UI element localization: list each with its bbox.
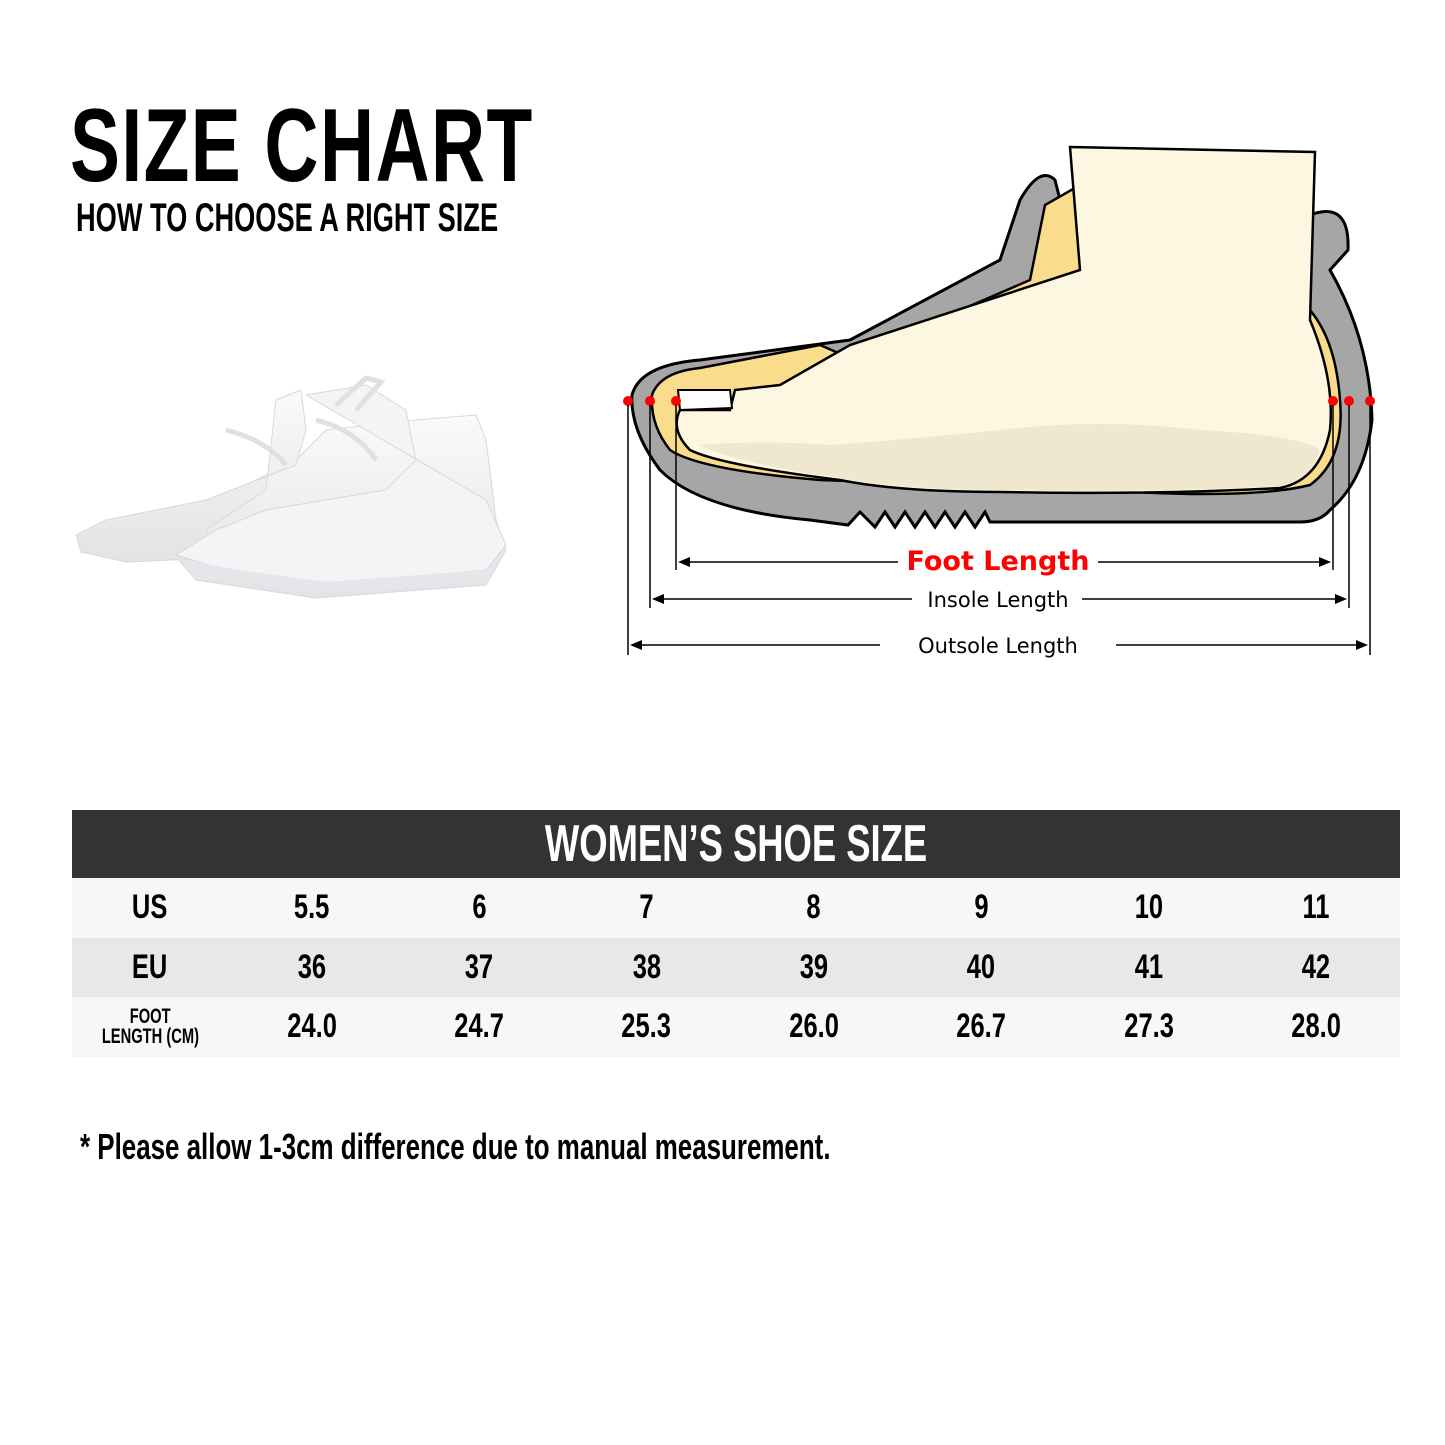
table-cell: 10 bbox=[1134, 888, 1163, 927]
table-row-foot-length: FOOT LENGTH (CM) 24.0 24.7 25.3 26.0 26.… bbox=[72, 997, 1400, 1057]
row-label: EU bbox=[132, 947, 168, 986]
size-table: WOMEN’S SHOE SIZE US 5.5 6 7 8 9 10 11 E… bbox=[72, 810, 1400, 1057]
table-cell: 26.0 bbox=[789, 1007, 839, 1046]
table-cell: 42 bbox=[1301, 947, 1331, 986]
page-title: SIZE CHART bbox=[70, 88, 534, 204]
table-cell: 25.3 bbox=[621, 1007, 672, 1046]
table-cell: 40 bbox=[967, 947, 996, 986]
foot-length-label: Foot Length bbox=[907, 546, 1090, 577]
outsole-length-label: Outsole Length bbox=[918, 634, 1078, 658]
table-cell: 26.7 bbox=[956, 1007, 1007, 1046]
table-cell: 27.3 bbox=[1123, 1007, 1174, 1046]
measurement-markers bbox=[623, 396, 1375, 406]
table-row-eu: EU 36 37 38 39 40 41 42 bbox=[72, 937, 1400, 997]
table-cell: 36 bbox=[297, 947, 326, 986]
table-cell: 11 bbox=[1302, 888, 1330, 927]
shoe-product-image bbox=[75, 375, 507, 599]
table-cell: 39 bbox=[799, 947, 829, 986]
table-cell: 7 bbox=[639, 888, 654, 927]
table-cell: 6 bbox=[471, 888, 487, 927]
table-row-us: US 5.5 6 7 8 9 10 11 bbox=[72, 878, 1400, 938]
table-cell: 5.5 bbox=[293, 888, 330, 927]
table-cell: 8 bbox=[806, 888, 821, 927]
table-cell: 24.0 bbox=[286, 1007, 337, 1046]
insole-length-label: Insole Length bbox=[927, 588, 1068, 612]
table-cell: 24.7 bbox=[454, 1007, 504, 1046]
table-cell: 28.0 bbox=[1291, 1007, 1341, 1046]
row-label: FOOT LENGTH (CM) bbox=[101, 1004, 199, 1048]
row-label: US bbox=[132, 888, 168, 927]
measurement-note: * Please allow 1-3cm difference due to m… bbox=[80, 1126, 831, 1167]
foot-measurement-diagram: Foot Length Insole Length Outsole Length bbox=[623, 145, 1375, 658]
page-subtitle: HOW TO CHOOSE A RIGHT SIZE bbox=[76, 196, 499, 240]
table-cell: 38 bbox=[632, 947, 661, 986]
foot-shape bbox=[675, 145, 1333, 495]
table-cell: 37 bbox=[464, 947, 494, 986]
table-cell: 41 bbox=[1134, 947, 1163, 986]
table-cell: 9 bbox=[974, 888, 989, 927]
size-table-title: WOMEN’S SHOE SIZE bbox=[72, 810, 1400, 878]
